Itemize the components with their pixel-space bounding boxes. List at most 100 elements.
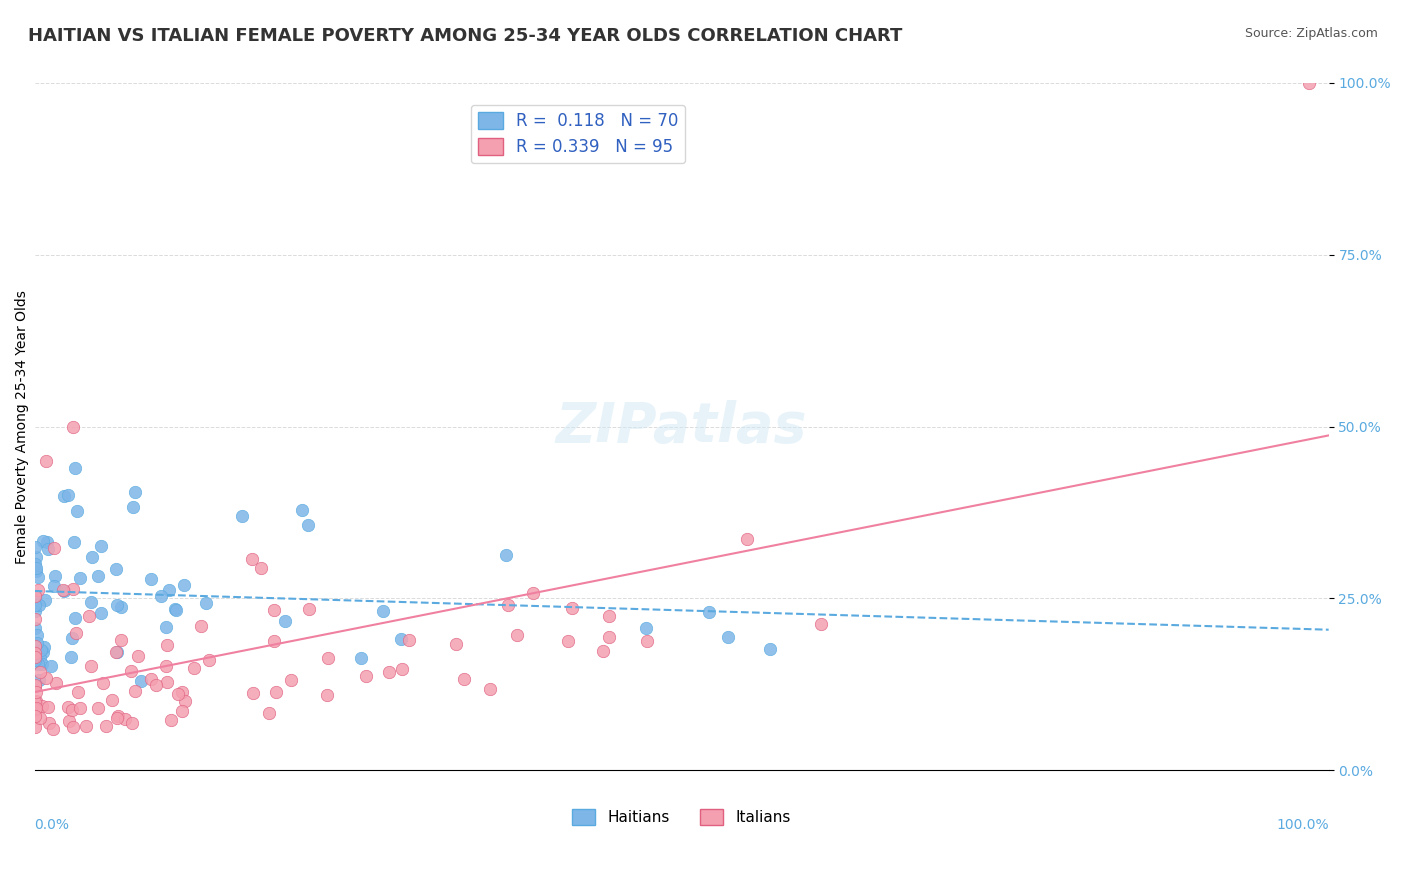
- Haitians: [636, 621, 658, 635]
- Haitians: [80, 595, 103, 609]
- Italians: [557, 633, 579, 648]
- Italians: [120, 664, 142, 678]
- Haitians: [59, 650, 82, 665]
- Haitians: [30, 643, 52, 657]
- Italians: [1298, 76, 1320, 90]
- Italians: [52, 582, 75, 597]
- Italians: [257, 706, 280, 720]
- Haitians: [105, 599, 128, 613]
- Haitians: [149, 589, 172, 603]
- Haitians: [31, 533, 53, 548]
- Italians: [156, 675, 179, 690]
- Italians: [87, 701, 110, 715]
- Italians: [190, 619, 212, 633]
- Italians: [598, 631, 620, 645]
- Text: 0.0%: 0.0%: [35, 819, 69, 832]
- Italians: [58, 714, 80, 728]
- Haitians: [139, 572, 162, 586]
- Haitians: [44, 579, 66, 593]
- Italians: [107, 709, 129, 723]
- Italians: [124, 684, 146, 698]
- Haitians: [24, 549, 46, 564]
- Haitians: [121, 500, 143, 514]
- Italians: [35, 671, 58, 685]
- Italians: [167, 686, 190, 700]
- Text: 100.0%: 100.0%: [1277, 819, 1329, 832]
- Italians: [24, 709, 46, 723]
- Italians: [479, 682, 502, 697]
- Italians: [42, 541, 65, 556]
- Italians: [25, 694, 48, 708]
- Legend: Haitians, Italians: Haitians, Italians: [567, 803, 797, 831]
- Haitians: [52, 489, 75, 503]
- Italians: [377, 665, 399, 680]
- Italians: [121, 715, 143, 730]
- Italians: [139, 672, 162, 686]
- Haitians: [389, 632, 412, 646]
- Italians: [24, 647, 46, 661]
- Italians: [391, 662, 413, 676]
- Haitians: [24, 589, 46, 603]
- Haitians: [28, 598, 51, 612]
- Haitians: [35, 535, 58, 549]
- Haitians: [105, 645, 128, 659]
- Italians: [37, 699, 59, 714]
- Italians: [155, 658, 177, 673]
- Haitians: [129, 674, 152, 689]
- Haitians: [28, 673, 51, 687]
- Text: ZIPatlas: ZIPatlas: [555, 400, 807, 454]
- Haitians: [31, 657, 53, 672]
- Haitians: [24, 621, 46, 635]
- Haitians: [155, 620, 177, 634]
- Italians: [62, 419, 84, 434]
- Haitians: [25, 561, 48, 575]
- Italians: [105, 711, 128, 725]
- Haitians: [63, 461, 86, 475]
- Haitians: [25, 627, 48, 641]
- Italians: [35, 454, 58, 468]
- Italians: [60, 703, 83, 717]
- Haitians: [371, 604, 394, 618]
- Italians: [28, 711, 51, 725]
- Haitians: [63, 611, 86, 625]
- Haitians: [62, 631, 84, 645]
- Italians: [145, 678, 167, 692]
- Italians: [735, 532, 758, 546]
- Italians: [27, 583, 49, 598]
- Haitians: [124, 485, 146, 500]
- Italians: [160, 713, 183, 727]
- Italians: [183, 661, 205, 675]
- Italians: [45, 676, 67, 690]
- Haitians: [105, 562, 128, 576]
- Haitians: [30, 651, 52, 665]
- Italians: [242, 685, 264, 699]
- Haitians: [27, 570, 49, 584]
- Haitians: [165, 602, 187, 616]
- Haitians: [24, 540, 46, 554]
- Italians: [24, 702, 46, 716]
- Haitians: [157, 583, 180, 598]
- Italians: [444, 637, 467, 651]
- Italians: [266, 685, 288, 699]
- Italians: [91, 676, 114, 690]
- Haitians: [39, 658, 62, 673]
- Italians: [316, 689, 339, 703]
- Italians: [56, 700, 79, 714]
- Italians: [24, 649, 46, 664]
- Haitians: [90, 606, 112, 620]
- Haitians: [274, 614, 297, 628]
- Haitians: [87, 568, 110, 582]
- Italians: [24, 678, 46, 692]
- Haitians: [495, 548, 517, 562]
- Haitians: [80, 549, 103, 564]
- Haitians: [90, 539, 112, 553]
- Italians: [598, 608, 620, 623]
- Haitians: [173, 578, 195, 592]
- Italians: [263, 603, 285, 617]
- Haitians: [56, 488, 79, 502]
- Italians: [24, 703, 46, 717]
- Italians: [62, 582, 84, 596]
- Italians: [42, 722, 65, 736]
- Italians: [77, 609, 100, 624]
- Haitians: [697, 605, 720, 619]
